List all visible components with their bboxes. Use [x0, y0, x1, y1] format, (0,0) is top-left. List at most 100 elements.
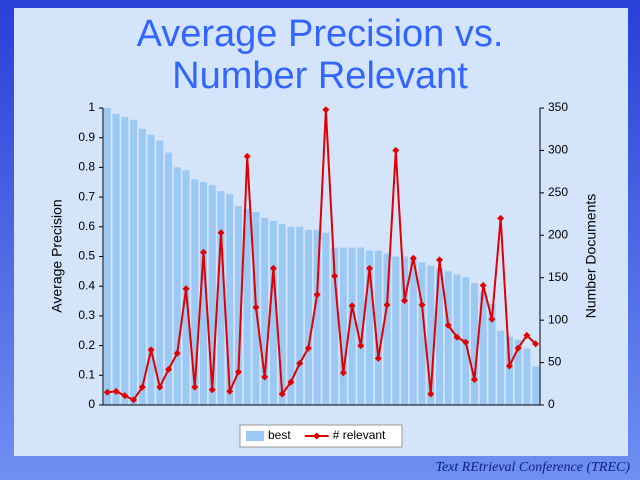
bar: [357, 247, 365, 405]
y2-tick-label: 350: [548, 100, 568, 114]
line-marker: [470, 376, 478, 384]
y2-tick-label: 0: [548, 397, 555, 411]
line-marker: [138, 383, 146, 391]
line-marker: [392, 146, 400, 154]
bar: [226, 194, 234, 405]
bar: [348, 247, 356, 405]
line-marker: [374, 354, 382, 362]
bar: [366, 250, 374, 405]
line-marker: [287, 378, 295, 386]
bar: [173, 167, 181, 405]
bar: [523, 348, 531, 405]
line-marker: [226, 387, 234, 395]
line-marker: [479, 281, 487, 289]
line-marker: [278, 390, 286, 398]
bar: [243, 208, 251, 405]
bar: [217, 191, 225, 405]
y-tick-label: 0.9: [78, 130, 95, 144]
line-marker: [427, 390, 435, 398]
line-marker: [532, 340, 540, 348]
line-marker: [156, 383, 164, 391]
line-marker: [165, 365, 173, 373]
bar: [488, 304, 496, 405]
line-marker: [462, 338, 470, 346]
bar: [130, 119, 138, 405]
bar: [313, 229, 321, 405]
bar: [479, 292, 487, 405]
line-marker: [304, 344, 312, 352]
bar: [497, 330, 505, 405]
line-marker: [234, 368, 242, 376]
bar: [532, 366, 540, 405]
bar: [514, 339, 522, 405]
line-marker: [348, 302, 356, 310]
line-marker: [173, 349, 181, 357]
line-marker: [296, 359, 304, 367]
bar: [470, 283, 478, 405]
bar: [234, 206, 242, 405]
bar: [208, 185, 216, 405]
bar: [121, 116, 129, 405]
line-marker: [147, 346, 155, 354]
y-tick-label: 1: [88, 100, 95, 114]
line-marker: [112, 387, 120, 395]
line-marker: [418, 301, 426, 309]
line-marker: [409, 254, 417, 262]
y-tick-label: 0.5: [78, 249, 95, 263]
bar: [418, 262, 426, 405]
y2-tick-label: 50: [548, 355, 562, 369]
legend-label: # relevant: [333, 428, 386, 442]
bar: [374, 250, 382, 405]
bar: [112, 113, 120, 405]
line-marker: [488, 315, 496, 323]
line-marker: [208, 386, 216, 394]
legend-swatch: [246, 431, 264, 441]
y2-tick-label: 100: [548, 312, 568, 326]
bar: [191, 179, 199, 405]
line-marker: [523, 331, 531, 339]
footer: Text REtrieval Conference (TREC): [435, 460, 630, 475]
bar: [269, 220, 277, 405]
line-marker: [453, 333, 461, 341]
y2-tick-label: 150: [548, 270, 568, 284]
line-marker: [401, 297, 409, 305]
bar: [278, 223, 286, 405]
line-marker: [261, 373, 269, 381]
y-tick-label: 0.2: [78, 338, 95, 352]
bar: [103, 108, 111, 405]
line-marker: [182, 285, 190, 293]
bar: [444, 271, 452, 405]
line-marker: [217, 229, 225, 237]
bar: [296, 226, 304, 405]
bar: [304, 229, 312, 405]
line-marker: [191, 383, 199, 391]
chart-title: Number Relevant: [172, 55, 468, 97]
y-tick-label: 0.4: [78, 278, 95, 292]
line-marker: [130, 396, 138, 404]
bar: [505, 336, 513, 405]
y-tick-label: 0.3: [78, 308, 95, 322]
line-marker: [252, 303, 260, 311]
chart-title: Average Precision vs.: [137, 13, 504, 55]
line-marker: [383, 301, 391, 309]
y2-tick-label: 250: [548, 185, 568, 199]
line-marker: [322, 106, 330, 114]
bar: [409, 259, 417, 405]
y-tick-label: 0.6: [78, 219, 95, 233]
line-marker: [313, 291, 321, 299]
y2-tick-label: 300: [548, 143, 568, 157]
line-marker: [200, 248, 208, 256]
bar: [147, 134, 155, 406]
y2-axis-label: Number Documents: [583, 194, 599, 319]
bar: [427, 265, 435, 405]
line-marker: [435, 256, 443, 264]
line-marker: [121, 392, 129, 400]
y-tick-label: 0.1: [78, 367, 95, 381]
bar: [435, 268, 443, 405]
y-axis-label: Average Precision: [49, 199, 65, 312]
y-tick-label: 0: [88, 397, 95, 411]
bar: [392, 256, 400, 405]
legend-swatch: [313, 432, 321, 440]
